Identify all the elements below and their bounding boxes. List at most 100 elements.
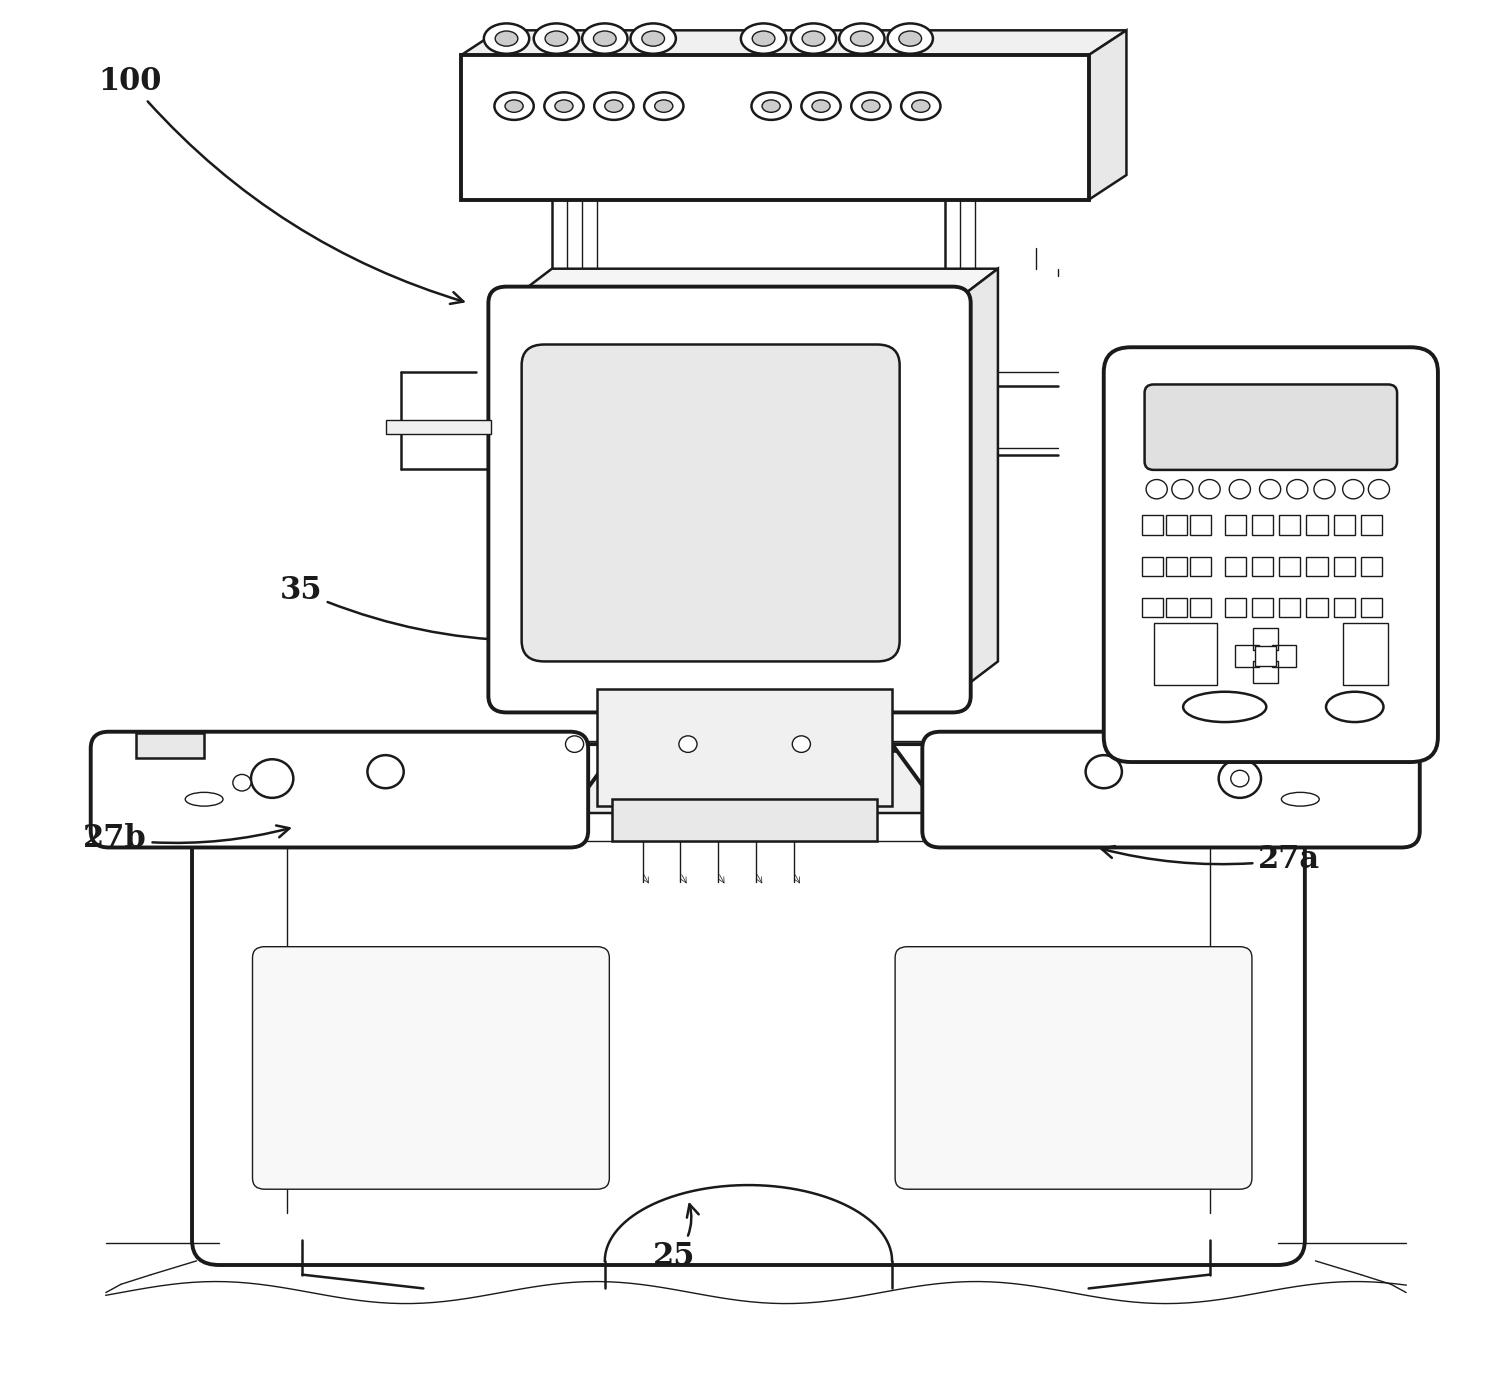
Polygon shape: [507, 269, 998, 303]
Ellipse shape: [801, 32, 826, 47]
Ellipse shape: [631, 23, 676, 54]
Bar: [1279, 598, 1300, 617]
Circle shape: [792, 736, 810, 752]
Circle shape: [1259, 480, 1281, 499]
Ellipse shape: [534, 23, 579, 54]
Bar: [1252, 598, 1273, 617]
Circle shape: [1229, 480, 1250, 499]
Ellipse shape: [901, 92, 940, 120]
Ellipse shape: [912, 101, 930, 113]
Bar: [1343, 623, 1388, 685]
FancyBboxPatch shape: [895, 947, 1252, 1189]
Circle shape: [251, 759, 293, 798]
FancyBboxPatch shape: [1104, 347, 1438, 762]
Bar: [1308, 733, 1361, 758]
Bar: [1334, 557, 1355, 576]
Bar: [1190, 598, 1211, 617]
Circle shape: [1231, 770, 1249, 787]
Polygon shape: [106, 744, 620, 806]
Bar: [1142, 598, 1163, 617]
Circle shape: [565, 736, 584, 752]
Ellipse shape: [494, 92, 534, 120]
Bar: [1306, 515, 1328, 535]
Circle shape: [1287, 480, 1308, 499]
Ellipse shape: [655, 101, 673, 113]
Circle shape: [1314, 480, 1335, 499]
Bar: [136, 733, 204, 758]
Bar: [1252, 515, 1273, 535]
Circle shape: [679, 736, 697, 752]
Bar: [597, 689, 892, 806]
Text: 27b: 27b: [83, 824, 289, 854]
Ellipse shape: [801, 92, 841, 120]
Bar: [1361, 598, 1382, 617]
Circle shape: [1368, 480, 1390, 499]
Bar: [1235, 645, 1259, 667]
Bar: [1225, 515, 1246, 535]
FancyBboxPatch shape: [253, 947, 609, 1189]
Ellipse shape: [762, 101, 780, 113]
Bar: [1272, 645, 1296, 667]
FancyBboxPatch shape: [488, 287, 971, 712]
Ellipse shape: [898, 32, 921, 47]
Bar: [1166, 515, 1187, 535]
Ellipse shape: [751, 92, 791, 120]
Bar: [1253, 628, 1278, 650]
Text: 27a: 27a: [1102, 845, 1320, 875]
Bar: [1225, 598, 1246, 617]
Circle shape: [1086, 755, 1122, 788]
Circle shape: [1172, 480, 1193, 499]
FancyBboxPatch shape: [1145, 384, 1397, 470]
Ellipse shape: [888, 23, 933, 54]
Bar: [1154, 623, 1217, 685]
Polygon shape: [892, 744, 1406, 806]
Bar: [1225, 557, 1246, 576]
Bar: [1252, 557, 1273, 576]
Circle shape: [1199, 480, 1220, 499]
Ellipse shape: [851, 92, 891, 120]
FancyBboxPatch shape: [922, 732, 1420, 847]
Text: 100: 100: [98, 66, 463, 305]
Ellipse shape: [555, 101, 573, 113]
Circle shape: [233, 774, 251, 791]
Circle shape: [1146, 480, 1167, 499]
Bar: [1255, 646, 1276, 666]
Ellipse shape: [484, 23, 529, 54]
Ellipse shape: [582, 23, 627, 54]
Bar: [1166, 598, 1187, 617]
Bar: [1142, 515, 1163, 535]
Bar: [1166, 557, 1187, 576]
Bar: [1334, 598, 1355, 617]
Ellipse shape: [184, 792, 224, 806]
Ellipse shape: [544, 92, 584, 120]
Ellipse shape: [1182, 692, 1266, 722]
Ellipse shape: [791, 23, 836, 54]
Ellipse shape: [641, 32, 665, 47]
Ellipse shape: [812, 101, 830, 113]
FancyBboxPatch shape: [91, 732, 588, 847]
Bar: [1190, 557, 1211, 576]
Polygon shape: [461, 30, 1126, 55]
Bar: [461, 55, 1089, 200]
Bar: [1361, 515, 1382, 535]
Bar: [1361, 557, 1382, 576]
Bar: [1306, 598, 1328, 617]
Bar: [1279, 557, 1300, 576]
Bar: [1306, 557, 1328, 576]
Text: 25: 25: [653, 1204, 699, 1272]
Bar: [1190, 515, 1211, 535]
Text: 45: 45: [812, 36, 987, 124]
Ellipse shape: [593, 32, 617, 47]
FancyBboxPatch shape: [522, 344, 900, 661]
Ellipse shape: [605, 101, 623, 113]
Ellipse shape: [862, 101, 880, 113]
Ellipse shape: [594, 92, 634, 120]
Circle shape: [1219, 759, 1261, 798]
Ellipse shape: [753, 32, 776, 47]
Ellipse shape: [850, 32, 872, 47]
Text: 40: 40: [1131, 535, 1365, 565]
Polygon shape: [953, 269, 998, 696]
FancyBboxPatch shape: [192, 788, 1305, 1265]
Ellipse shape: [839, 23, 885, 54]
Ellipse shape: [1326, 692, 1383, 722]
